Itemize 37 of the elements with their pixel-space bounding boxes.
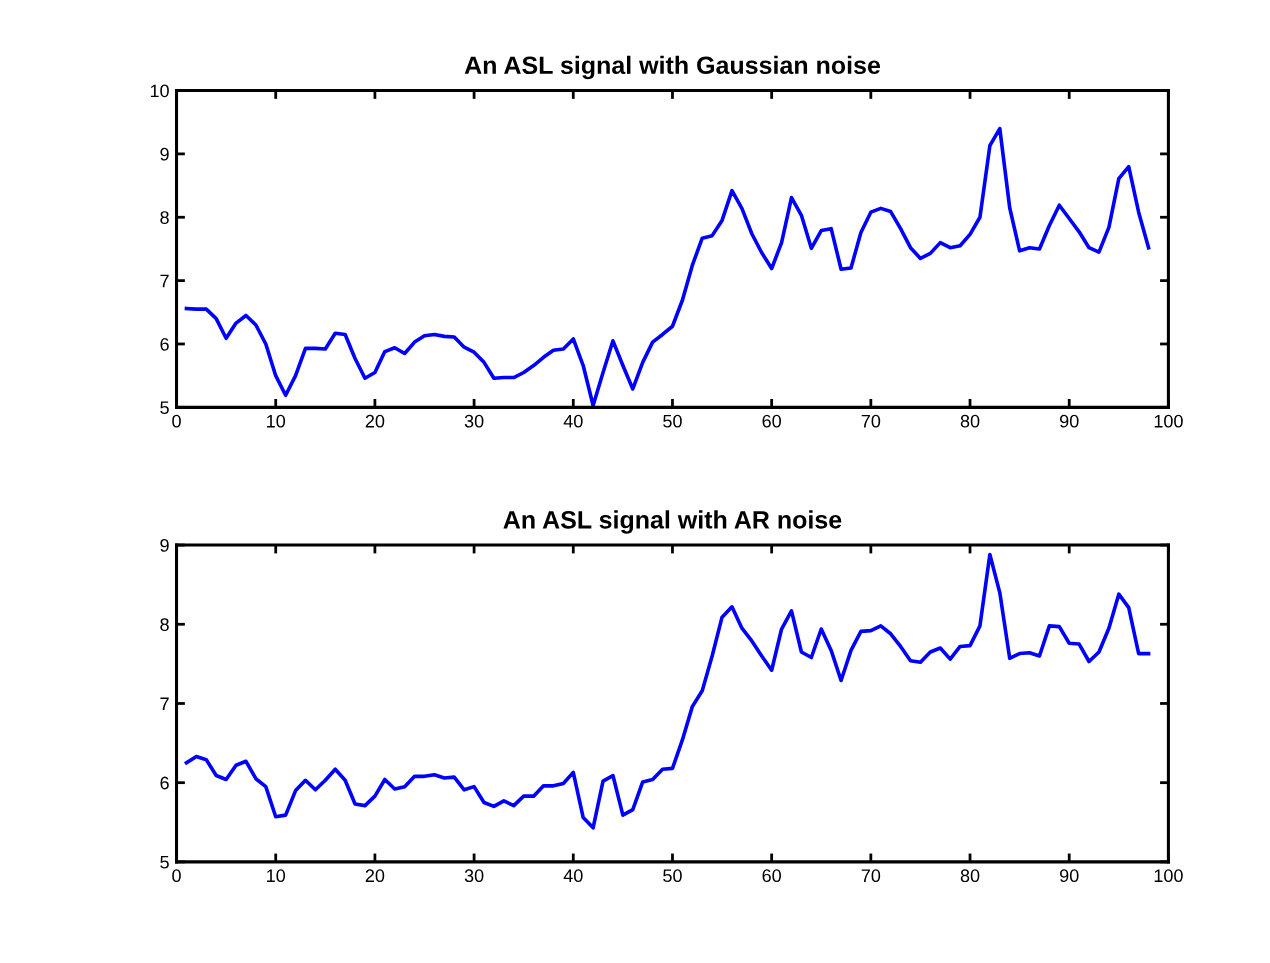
x-tick-label: 60 [762,869,781,883]
line-series [184,126,1151,408]
x-tick-label: 100 [1154,414,1183,428]
x-tick-label: 90 [1060,414,1079,428]
chart-title: An ASL signal with Gaussian noise [464,55,880,80]
y-tick-label: 10 [150,84,169,98]
x-tick-label: 50 [663,869,682,883]
y-tick-label: 7 [160,274,169,288]
y-tick-label: 8 [160,211,169,224]
x-tick-label: 70 [861,414,881,428]
x-tick-label: 10 [267,414,286,428]
x-tick-label: 30 [464,414,484,428]
y-tick-label: 6 [160,776,169,790]
x-tick-label: 20 [365,414,385,428]
y-tick-label: 8 [160,618,169,631]
x-tick-label: 60 [762,414,781,428]
line-series [184,552,1151,830]
x-tick-label: 20 [365,869,385,883]
y-tick-label: 7 [160,697,169,711]
y-tick-label: 5 [160,856,169,869]
x-tick-label: 50 [663,414,682,428]
x-tick-label: 30 [464,869,484,883]
y-tick-label: 6 [160,337,169,351]
x-tick-label: 40 [563,869,583,883]
x-tick-label: 80 [960,869,980,883]
x-tick-label: 10 [267,869,286,883]
y-tick-label: 5 [160,401,169,415]
x-tick-label: 70 [861,869,881,883]
y-tick-label: 9 [160,538,169,552]
x-tick-label: 0 [172,869,181,883]
chart-title: An ASL signal with AR noise [503,510,842,534]
x-tick-label: 90 [1060,869,1079,883]
x-tick-label: 80 [960,414,980,428]
x-tick-label: 0 [172,414,181,428]
y-tick-label: 9 [160,147,169,161]
x-tick-label: 40 [563,414,583,428]
x-tick-label: 100 [1154,869,1183,883]
